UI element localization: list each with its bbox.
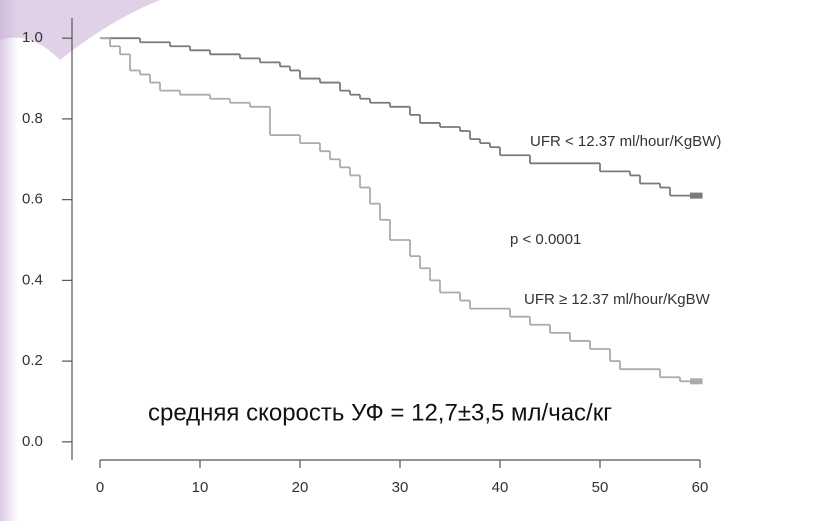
background-stripe <box>0 0 18 521</box>
x-tick-label: 60 <box>692 479 709 496</box>
x-tick-label: 20 <box>292 479 309 496</box>
legend-label: UFR ≥ 12.37 ml/hour/KgBW <box>524 291 711 308</box>
caption: средняя скорость УФ = 12,7±3,5 мл/час/кг <box>148 399 612 426</box>
y-tick-label: 0.4 <box>22 271 43 288</box>
y-tick-label: 1.0 <box>22 29 43 46</box>
y-tick-label: 0.0 <box>22 433 43 450</box>
x-tick-label: 30 <box>392 479 409 496</box>
annotation: p < 0.0001 <box>510 231 581 248</box>
y-tick-label: 0.8 <box>22 110 43 127</box>
y-tick-label: 0.6 <box>22 191 43 208</box>
decoration <box>0 0 160 60</box>
legend-label: UFR < 12.37 ml/hour/KgBW) <box>530 133 721 150</box>
x-tick-label: 50 <box>592 479 609 496</box>
y-tick-label: 0.2 <box>22 352 43 369</box>
x-tick-label: 40 <box>492 479 509 496</box>
x-tick-label: 0 <box>96 479 104 496</box>
x-tick-label: 10 <box>192 479 209 496</box>
